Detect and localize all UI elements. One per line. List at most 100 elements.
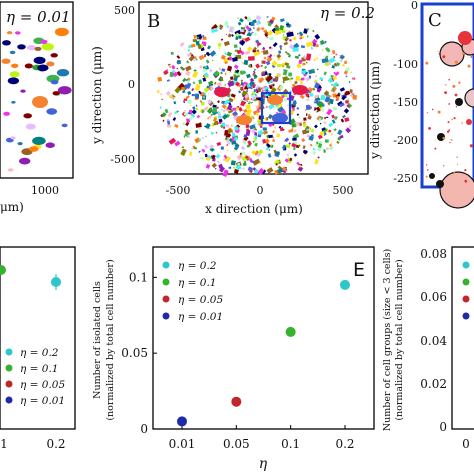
cell-cluster [252, 73, 256, 76]
cell-cluster [317, 98, 321, 101]
panel-a-x-tick: 1000 [31, 184, 59, 197]
cell-cluster [272, 136, 275, 139]
cell-cluster [305, 41, 314, 48]
cell-cluster [266, 16, 269, 18]
cell-cluster [249, 79, 252, 81]
cell-cluster [224, 107, 228, 112]
cell-cluster [256, 92, 259, 95]
cell-cluster [190, 113, 196, 118]
cell-cluster [195, 139, 198, 142]
cell-cluster [292, 47, 299, 52]
panel-f-y-tick: 0 [439, 420, 447, 434]
cell-body [464, 88, 474, 108]
cell-cluster [239, 87, 243, 91]
cell-cluster [270, 144, 274, 148]
cell-cluster [327, 107, 330, 111]
panel-d: 1 0.2 η = 0.2 η = 0.1 η = 0.05 η = 0.01 [0, 246, 76, 451]
cell-cluster [183, 98, 188, 101]
cell-cluster [244, 24, 247, 27]
cell-cluster [233, 114, 236, 117]
cell-cluster [247, 140, 252, 146]
cell-cluster [267, 22, 273, 27]
cell-cluster [268, 149, 271, 151]
cell-cluster [193, 59, 196, 62]
cell-cluster [323, 132, 327, 137]
cell-cluster [217, 100, 220, 104]
cell-cluster [176, 55, 181, 59]
cell-cluster [253, 168, 259, 174]
panel-f-y-tick: 0.06 [420, 290, 447, 304]
x-tick-label: 0.01 [169, 437, 196, 451]
cell-cluster [242, 162, 247, 166]
cell-dot [428, 126, 431, 130]
cell-cluster [317, 156, 320, 159]
cell-cluster [193, 69, 197, 73]
cell-cluster [331, 64, 336, 69]
panel-a-annotation: η = 0.01 [6, 8, 71, 26]
cell-cluster [303, 117, 307, 121]
cell-cluster [327, 61, 331, 66]
cell-cluster [259, 43, 262, 45]
panel-f: Number of cell groups (size < 3 cells) (… [382, 246, 474, 451]
cell-cluster [342, 115, 344, 118]
cell-cluster [236, 115, 252, 125]
cell-cluster [240, 51, 245, 56]
cell-cluster [278, 50, 282, 54]
cell-cluster [266, 56, 273, 63]
cell-dot [442, 136, 446, 140]
cell-cluster [3, 111, 10, 116]
cell-cluster [167, 63, 171, 66]
cell-cluster [345, 100, 349, 104]
cell-cluster [348, 81, 351, 84]
cell-cluster [249, 77, 255, 83]
panel-a: η = 0.01 1000 μm) [0, 1, 74, 214]
y-tick-label: 0 [140, 422, 148, 436]
cell-cluster [267, 30, 274, 36]
cell-cluster [201, 109, 205, 113]
cell-dot [452, 84, 456, 88]
cell-cluster [202, 77, 207, 82]
legend-marker-eta-0-05 [5, 380, 13, 388]
cell-cluster [336, 96, 340, 101]
panel-b-letter: B [147, 11, 160, 32]
cell-cluster [296, 107, 300, 110]
cell-cluster [246, 90, 248, 93]
cell-cluster [20, 89, 26, 93]
cell-cluster [265, 146, 270, 151]
cell-cluster [331, 83, 333, 86]
cell-cluster [306, 98, 310, 101]
y-tick-label: 0.1 [129, 270, 148, 284]
cell-body [455, 98, 463, 106]
cell-cluster [251, 32, 253, 35]
cell-cluster [247, 31, 252, 37]
cell-cluster [315, 143, 318, 146]
cell-cluster [321, 49, 324, 52]
cell-cluster [11, 63, 19, 68]
cell-cluster [335, 53, 338, 56]
cell-cluster [297, 166, 304, 172]
cell-cluster [220, 54, 226, 60]
cell-cluster [314, 79, 318, 83]
cell-cluster [226, 128, 233, 134]
cell-cluster [184, 130, 191, 138]
cell-cluster [185, 121, 190, 127]
cell-cluster [246, 73, 251, 79]
cell-cluster [252, 117, 255, 119]
cell-cluster [328, 129, 332, 133]
cell-cluster [235, 81, 240, 87]
cell-cluster [187, 99, 192, 104]
cell-cluster [210, 155, 215, 160]
cell-cluster [299, 37, 303, 40]
cell-cluster [328, 143, 333, 147]
cell-cluster [245, 104, 251, 110]
cell-cluster [287, 104, 289, 107]
cell-cluster [262, 46, 266, 51]
cell-cluster [32, 96, 48, 108]
cell-cluster [330, 142, 333, 145]
cell-cluster [289, 157, 293, 162]
cell-cluster [319, 122, 322, 125]
cell-cluster [46, 61, 55, 67]
cell-cluster [174, 123, 179, 129]
cell-cluster [255, 105, 259, 109]
cell-cluster [263, 29, 268, 33]
